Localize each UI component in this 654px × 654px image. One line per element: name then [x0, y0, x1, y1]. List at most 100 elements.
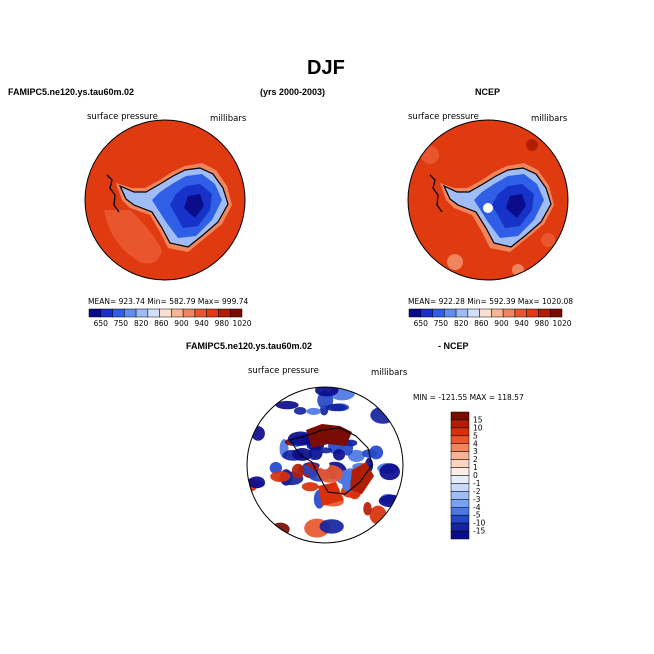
colorbar-swatch [450, 483, 470, 492]
colorbar-tick-label: -10 [473, 519, 485, 528]
colorbar-swatch [450, 427, 470, 437]
coastline [442, 167, 552, 248]
anomaly-blob [248, 476, 266, 489]
diff-case-name: FAMIPC5.ne120.ys.tau60m.02 [186, 341, 313, 351]
colorbar-tick-label: 940 [514, 319, 529, 328]
colorbar-swatch [450, 411, 470, 421]
map-model [85, 120, 245, 280]
variable-label-2: surface pressure [408, 112, 479, 122]
colorbar-swatch [450, 467, 470, 476]
colorbar-swatch [450, 435, 470, 444]
colorbar-tick-label: 1 [473, 463, 478, 472]
colorbar-swatch [432, 308, 445, 318]
variable-label-1: surface pressure [87, 112, 158, 122]
map-border-3 [246, 386, 404, 544]
units-label-3: millibars [371, 368, 408, 378]
colorbar-swatch [450, 419, 470, 429]
variable-label-3: surface pressure [248, 366, 319, 376]
colorbar-swatch [408, 308, 422, 318]
anomaly-blob [333, 449, 346, 461]
anomaly-blob [270, 470, 291, 482]
anomaly-blob [370, 406, 396, 424]
colorbar-swatch [206, 308, 219, 318]
colorbar-tick-label: 0 [473, 471, 478, 480]
colorbar-tick-label: 1020 [552, 319, 571, 328]
anomaly-blob [319, 519, 344, 534]
anomaly-blob [301, 482, 319, 492]
anomaly-blob [275, 400, 299, 410]
colorbar-tick-label: 820 [454, 319, 469, 328]
colorbar-swatch [491, 308, 504, 318]
colorbar-swatch [450, 499, 470, 508]
colorbar-swatch [171, 308, 184, 318]
colorbar-swatch [450, 530, 470, 540]
pole-hole [320, 460, 330, 470]
plateau-inner [184, 194, 204, 218]
colorbar-swatch [159, 308, 172, 318]
colorbar-swatch [182, 308, 196, 318]
obs-name: NCEP [475, 87, 501, 97]
colorbar-tick-label: 940 [194, 319, 209, 328]
colorbar-tick-label: 15 [473, 415, 483, 424]
anomaly-blob [378, 494, 403, 508]
colorbar-swatch [526, 308, 539, 318]
colorbar-tick-label: 900 [174, 319, 189, 328]
peninsula-coast [106, 174, 120, 213]
anomaly-blob [292, 447, 313, 461]
colorbar-swatch [229, 308, 243, 318]
colorbar-swatch [135, 308, 149, 318]
colorbar-swatch [444, 308, 457, 318]
anomaly-blob [306, 407, 321, 415]
colorbar-2: 650 750 820 860 900 940 980 1020 [408, 308, 572, 328]
colorbar-tick-label: -4 [473, 503, 481, 512]
colorbar-swatch [479, 308, 492, 318]
anomaly-blob [369, 445, 384, 460]
colorbar-swatch [450, 443, 470, 452]
colorbar-swatch [194, 308, 207, 318]
anomaly-blob [325, 403, 347, 412]
ocean-eddy [541, 233, 555, 247]
stats-label-1: MEAN= 923.74 Min= 582.79 Max= 999.74 [88, 297, 249, 306]
colorbar-swatch [467, 308, 480, 318]
colorbar-tick-label: 650 [94, 319, 109, 328]
colorbar-swatch [450, 507, 470, 516]
colorbar-swatch [502, 308, 516, 318]
peninsula-coast [429, 174, 443, 213]
colorbar-swatch [450, 522, 470, 532]
colorbar-tick-label: 2 [473, 455, 478, 464]
anomaly-blob [293, 407, 307, 415]
colorbar-tick-label: -3 [473, 495, 481, 504]
colorbar-tick-label: 820 [134, 319, 149, 328]
colorbar-swatch [450, 451, 470, 460]
colorbar-swatch [514, 308, 527, 318]
anomaly-blob [347, 449, 365, 462]
colorbar-tick-label: 750 [114, 319, 129, 328]
ocean-eddy [447, 254, 463, 270]
coastline [118, 167, 229, 248]
colorbar-swatch [450, 459, 470, 468]
colorbar-swatch [450, 475, 470, 484]
anomaly-blob [306, 424, 352, 448]
colorbar-swatch [218, 308, 231, 318]
colorbar-tick-label: 980 [535, 319, 550, 328]
page-title: DJF [307, 57, 345, 79]
anomaly-blob [315, 387, 339, 397]
map-obs [408, 120, 568, 280]
colorbar-tick-label: 750 [434, 319, 449, 328]
ocean-eddy [421, 146, 439, 164]
colorbar-tick-label: 860 [154, 319, 169, 328]
map-border-1 [84, 119, 246, 281]
colorbar-tick-label: 10 [473, 423, 483, 432]
colorbar-tick-label: -15 [473, 527, 485, 536]
colorbar-tick-label: 860 [474, 319, 489, 328]
anomaly-blob [379, 463, 400, 481]
colorbar-tick-label: 5 [473, 431, 478, 440]
ocean-eddy [526, 139, 538, 151]
colorbar-swatch [538, 308, 551, 318]
pole-hole [483, 203, 493, 213]
colorbar-tick-label: 3 [473, 447, 478, 456]
colorbar-swatch [450, 514, 470, 524]
anomaly-blob [319, 447, 333, 454]
stats-label-3: MIN = -121.55 MAX = 118.57 [413, 393, 524, 402]
